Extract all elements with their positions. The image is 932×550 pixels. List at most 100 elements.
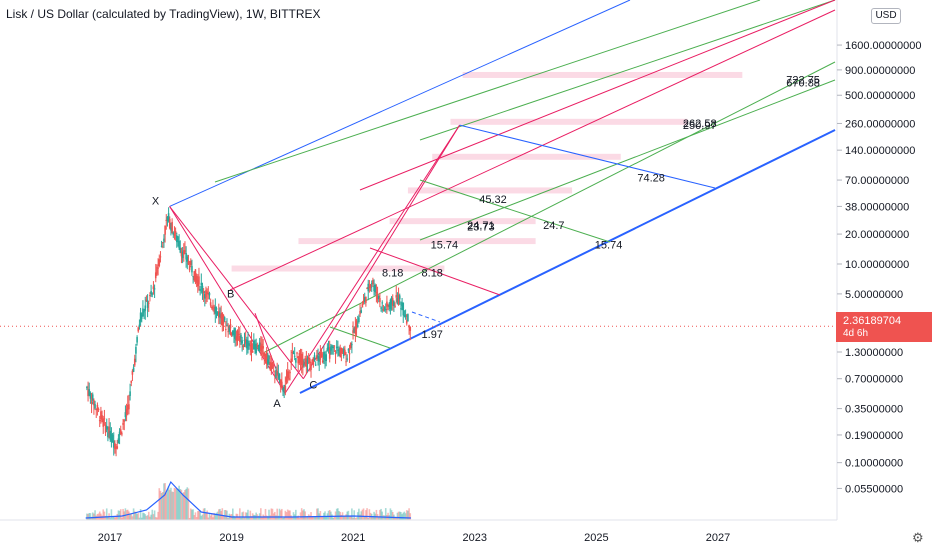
candle-body [125, 408, 128, 415]
candle-body [381, 302, 384, 304]
candle-body [402, 302, 405, 316]
volume-bar [248, 516, 250, 520]
candle-body [335, 346, 338, 349]
candle-body [112, 440, 115, 448]
volume-bar [129, 513, 131, 520]
volume-bar [270, 508, 273, 520]
volume-bar [239, 508, 241, 520]
candle-body [309, 358, 311, 363]
candle-body [377, 295, 380, 300]
candle-body [333, 345, 336, 347]
candle-body [306, 358, 309, 364]
volume-bar [165, 492, 168, 520]
candle-body [91, 394, 94, 401]
candle-body [208, 292, 211, 296]
candle-body [285, 377, 288, 383]
candle-body [200, 282, 203, 286]
fib-band [432, 153, 621, 160]
candle-body [144, 305, 147, 311]
volume-bar [316, 508, 318, 520]
candle-body [160, 245, 163, 247]
candle-body [286, 371, 289, 379]
volume-bar [221, 508, 224, 520]
candle-body [205, 290, 207, 298]
candle-body [179, 247, 182, 253]
volume-bar [232, 508, 234, 520]
candle-body [272, 364, 275, 366]
candle-body [129, 391, 131, 396]
volume-bar [187, 488, 190, 520]
volume-bar [379, 509, 381, 520]
candle-body [247, 340, 249, 350]
candle-body [170, 227, 172, 231]
price-tick-label: 20.00000000 [845, 229, 909, 241]
volume-bar [91, 512, 94, 520]
volume-bar [285, 512, 288, 520]
candle-body [296, 352, 298, 354]
volume-bar [260, 508, 262, 520]
time-tick-label: 2023 [463, 532, 487, 544]
candle-body [102, 418, 105, 427]
candle-body [327, 346, 330, 350]
projection-line [411, 311, 441, 323]
price-axis: 1600.00000000 900.00000000 500.00000000 260… [836, 0, 921, 520]
fib-level-bands [231, 71, 743, 272]
candle-body [393, 301, 395, 307]
pitchfork-handle [419, 179, 611, 243]
candle-body [136, 337, 138, 343]
volume-bar [263, 515, 266, 520]
volume-bar [208, 513, 211, 520]
volume-bar [158, 488, 161, 520]
level-label: 74.28 [637, 172, 665, 184]
candle-body [351, 344, 353, 346]
candle-body [171, 221, 173, 233]
volume-bar [347, 510, 350, 520]
volume-bar [189, 508, 192, 520]
candle-body [145, 299, 148, 302]
candle-body [185, 253, 187, 260]
volume-bar [359, 514, 361, 520]
candle-body [161, 242, 164, 244]
chart-title: Lisk / US Dollar (calculated by TradingV… [6, 7, 321, 21]
volume-bar [355, 517, 358, 520]
volume-bar [175, 488, 178, 520]
volume-bar [282, 517, 284, 520]
volume-bar [156, 517, 158, 520]
volume-bar [363, 516, 366, 520]
volume-bar [361, 509, 364, 520]
level-label: 24.7 [543, 220, 564, 232]
candle-body [361, 303, 364, 308]
volume-bar [400, 512, 402, 520]
candle-body [211, 307, 213, 309]
level-label: 15.74 [595, 239, 623, 251]
level-label: 8.18 [422, 268, 443, 280]
volume-bar [209, 515, 212, 520]
price-tick-label: 500.00000000 [845, 90, 915, 102]
volume-bar [174, 488, 177, 520]
candle-body [156, 266, 158, 274]
volume-bar [241, 512, 243, 520]
candle-body [111, 434, 114, 443]
candle-body [180, 252, 183, 257]
currency-badge[interactable]: USD [871, 8, 901, 24]
candle-body [124, 412, 127, 418]
candle-body [95, 409, 98, 411]
volume-bar [88, 513, 91, 520]
candle-body [342, 348, 345, 356]
volume-bar [319, 511, 322, 520]
candle-body [310, 363, 312, 370]
volume-bar [396, 512, 399, 520]
candle-body [193, 271, 196, 281]
candle-body [383, 307, 386, 309]
candle-body [152, 286, 155, 290]
volume-bar [331, 514, 333, 520]
candle-body [300, 353, 303, 365]
volume-bar [390, 510, 393, 520]
volume-bar [264, 508, 267, 520]
candle-body [370, 283, 373, 285]
volume-bar [149, 516, 151, 520]
volume-bar [275, 515, 277, 520]
volume-bar [305, 516, 308, 520]
gear-icon[interactable]: ⚙ [912, 530, 924, 545]
